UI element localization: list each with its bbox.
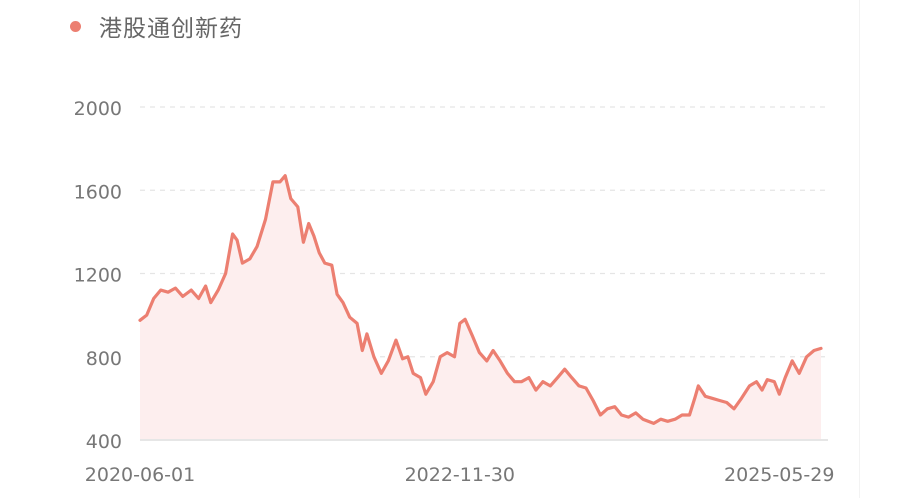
x-tick-label: 2020-06-01 (85, 464, 195, 486)
x-tick-label: 2025-05-29 (724, 464, 834, 486)
y-tick-label: 400 (86, 431, 122, 453)
legend-dot-icon (70, 20, 81, 32)
series-line (138, 174, 823, 425)
y-tick-label: 2000 (74, 98, 122, 120)
panel-edge (859, 0, 860, 498)
chart-legend[interactable]: 港股通创新药 (70, 8, 243, 44)
series-area (140, 175, 821, 440)
y-tick-label: 800 (86, 348, 122, 370)
y-tick-label: 1200 (74, 265, 122, 287)
y-tick-label: 1600 (74, 181, 122, 203)
x-tick-label: 2022-11-30 (405, 464, 515, 486)
legend-label: 港股通创新药 (99, 16, 243, 42)
